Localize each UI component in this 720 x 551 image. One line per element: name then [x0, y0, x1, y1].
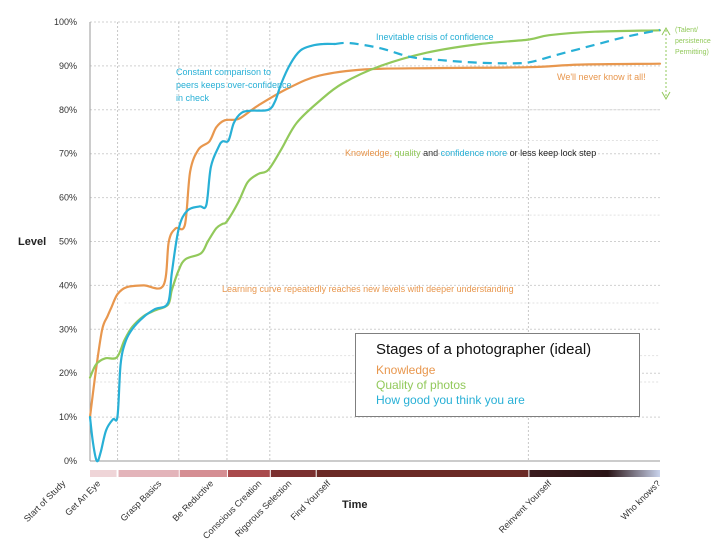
- legend-item-quality: Quality of photos: [376, 378, 467, 392]
- legend-title: Stages of a photographer (ideal): [376, 341, 592, 358]
- x-axis-label: Time: [342, 499, 367, 511]
- stage-label: Find Yourself: [289, 478, 333, 522]
- timeline-segment: [179, 470, 227, 477]
- legend-item-confidence: How good you think you are: [376, 393, 525, 407]
- y-tick-labels: 0% 10% 20% 30% 40% 50% 60% 70% 80% 90% 100%: [54, 17, 77, 466]
- annotation-learning-curve: Learning curve repeatedly reaches new le…: [222, 284, 514, 294]
- lock-step-and: and: [423, 148, 441, 158]
- y-tick-label: 40%: [59, 280, 77, 290]
- stage-label: Who knows?: [619, 478, 663, 522]
- stage-label: Be Reductive: [170, 478, 215, 523]
- stage-label: Grasp Basics: [118, 478, 163, 523]
- timeline-segment: [529, 470, 660, 477]
- annotation-comparison-line-1: Constant comparison to: [176, 67, 271, 77]
- y-tick-label: 10%: [59, 412, 77, 422]
- talent-range-arrow: [661, 26, 671, 101]
- series-line-quality-of-photos: [88, 29, 662, 379]
- lock-step-knowledge: Knowledge,: [345, 148, 395, 158]
- timeline-segment: [316, 470, 529, 477]
- timeline-bar: [90, 470, 660, 477]
- y-tick-label: 30%: [59, 324, 77, 334]
- stage-label: Rigorous Selection: [233, 478, 293, 538]
- stage-label: Get An Eye: [63, 478, 102, 517]
- annotation-comparison-line-2: peers keeps over-confidence: [176, 80, 292, 90]
- y-tick-label: 0%: [64, 456, 77, 466]
- y-tick-label: 50%: [59, 237, 77, 247]
- annotation-lock-step: Knowledge, quality and confidence more o…: [345, 148, 596, 158]
- annotation-never-know: We'll never know it all!: [557, 72, 646, 82]
- timeline-segment: [270, 470, 316, 477]
- series-line-dashed-how-good-you-think-you-are: [334, 28, 661, 65]
- legend: Stages of a photographer (ideal) Knowled…: [355, 333, 640, 417]
- chart-lines: [88, 28, 662, 463]
- y-tick-label: 80%: [59, 105, 77, 115]
- lock-step-quality: quality: [395, 148, 424, 158]
- legend-item-knowledge: Knowledge: [376, 363, 436, 377]
- stage-label: Reinvent Yourself: [497, 478, 554, 535]
- y-tick-label: 60%: [59, 193, 77, 203]
- stage-label: Start of Study: [22, 478, 68, 524]
- annotation-talent-line-1: (Talent/: [675, 27, 698, 34]
- y-tick-label: 100%: [54, 17, 77, 27]
- lock-step-confidence: confidence more: [441, 148, 510, 158]
- y-tick-label: 20%: [59, 368, 77, 378]
- y-axis-label: Level: [18, 236, 46, 248]
- series-line-how-good-you-think-you-are: [88, 42, 336, 463]
- y-tick-label: 70%: [59, 149, 77, 159]
- annotation-talent-line-2: persistence: [675, 38, 711, 45]
- timeline-segment: [227, 470, 270, 477]
- lock-step-rest: or less keep lock step: [510, 148, 597, 158]
- annotation-talent-line-3: Permitting): [675, 49, 709, 56]
- y-tick-label: 90%: [59, 61, 77, 71]
- timeline-segment: [90, 470, 117, 477]
- timeline-segment: [118, 470, 179, 477]
- annotation-comparison-line-3: in check: [176, 93, 210, 103]
- annotation-crisis: Inevitable crisis of confidence: [376, 32, 494, 42]
